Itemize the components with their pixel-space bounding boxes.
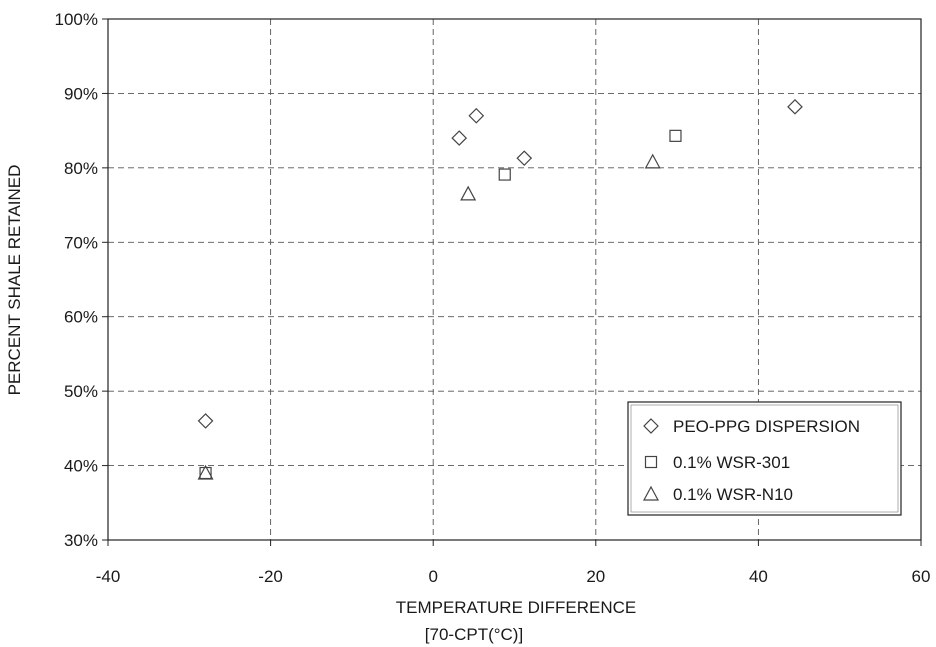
- legend-triangle-symbol: [642, 485, 660, 501]
- plot-area-frame: [107, 18, 922, 541]
- triangle-data-point: [460, 185, 477, 201]
- x-axis-title: TEMPERATURE DIFFERENCE: [396, 598, 637, 617]
- y-tick-label: 30%: [64, 531, 98, 550]
- y-axis-title: PERCENT SHALE RETAINED: [5, 165, 24, 396]
- x-tick-label: -20: [258, 567, 283, 586]
- square-data-point: [669, 129, 682, 142]
- legend-box-inner: [630, 404, 899, 513]
- diamond-data-point: [468, 107, 485, 124]
- x-tick-label: 40: [749, 567, 768, 586]
- legend-symbols: [642, 418, 660, 501]
- x-tick-label: 0: [428, 567, 437, 586]
- y-tick-label: 40%: [64, 457, 98, 476]
- legend-label-peo-ppg: PEO-PPG DISPERSION: [673, 417, 860, 436]
- axis-ticks: -40 -20 0 20 40 60 30% 40% 50% 60% 70% 80% 90% 100%: [55, 10, 931, 586]
- legend: PEO-PPG DISPERSION 0.1% WSR-301 0.1% WSR…: [627, 401, 902, 516]
- legend-label-wsr-301: 0.1% WSR-301: [673, 453, 790, 472]
- y-tick-label: 90%: [64, 84, 98, 103]
- triangle-data-point: [644, 153, 661, 169]
- data-points: [197, 98, 803, 480]
- x-axis-title-line2: [70-CPT(°C)]: [425, 625, 523, 644]
- diamond-data-point: [451, 130, 468, 146]
- y-tick-label: 60%: [64, 308, 98, 327]
- diamond-data-point: [516, 150, 533, 167]
- diamond-data-point: [197, 413, 214, 429]
- y-tick-label: 100%: [55, 10, 98, 29]
- x-tick-label: -40: [96, 567, 121, 586]
- y-tick-label: 50%: [64, 382, 98, 401]
- legend-label-wsr-n10: 0.1% WSR-N10: [673, 485, 793, 504]
- square-data-point: [498, 168, 511, 181]
- diamond-data-point: [787, 98, 803, 115]
- legend-box: [627, 401, 902, 516]
- triangle-data-point: [197, 464, 214, 480]
- y-tick-label: 70%: [64, 233, 98, 252]
- legend-square-symbol: [644, 455, 658, 469]
- x-tick-label: 60: [912, 567, 931, 586]
- x-tick-label: 20: [586, 567, 605, 586]
- y-tick-label: 80%: [64, 159, 98, 178]
- legend-diamond-symbol: [643, 418, 659, 434]
